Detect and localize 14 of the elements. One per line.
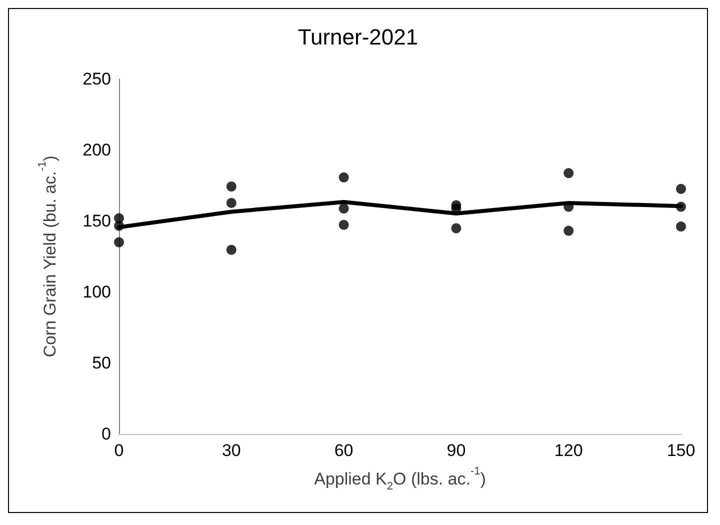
y-tick-label: 0 [102,424,111,444]
x-tick-label: 120 [554,441,583,460]
y-tick-label: 250 [82,70,111,88]
x-tick-label: 90 [446,441,466,460]
y-tick-label: 150 [82,212,111,230]
x-tick-label: 30 [222,441,241,460]
y-axis-title: Corn Grain Yield (bu. ac.-1) [36,156,60,358]
x-tick-label: 60 [334,441,354,460]
x-tick-label: 150 [666,441,696,460]
chart-title: Turner-2021 [298,24,418,50]
y-tick-label: 200 [82,140,111,160]
y-tick-label: 100 [82,282,111,302]
y-tick-label: 50 [92,354,111,372]
x-tick-label: 0 [114,441,124,460]
